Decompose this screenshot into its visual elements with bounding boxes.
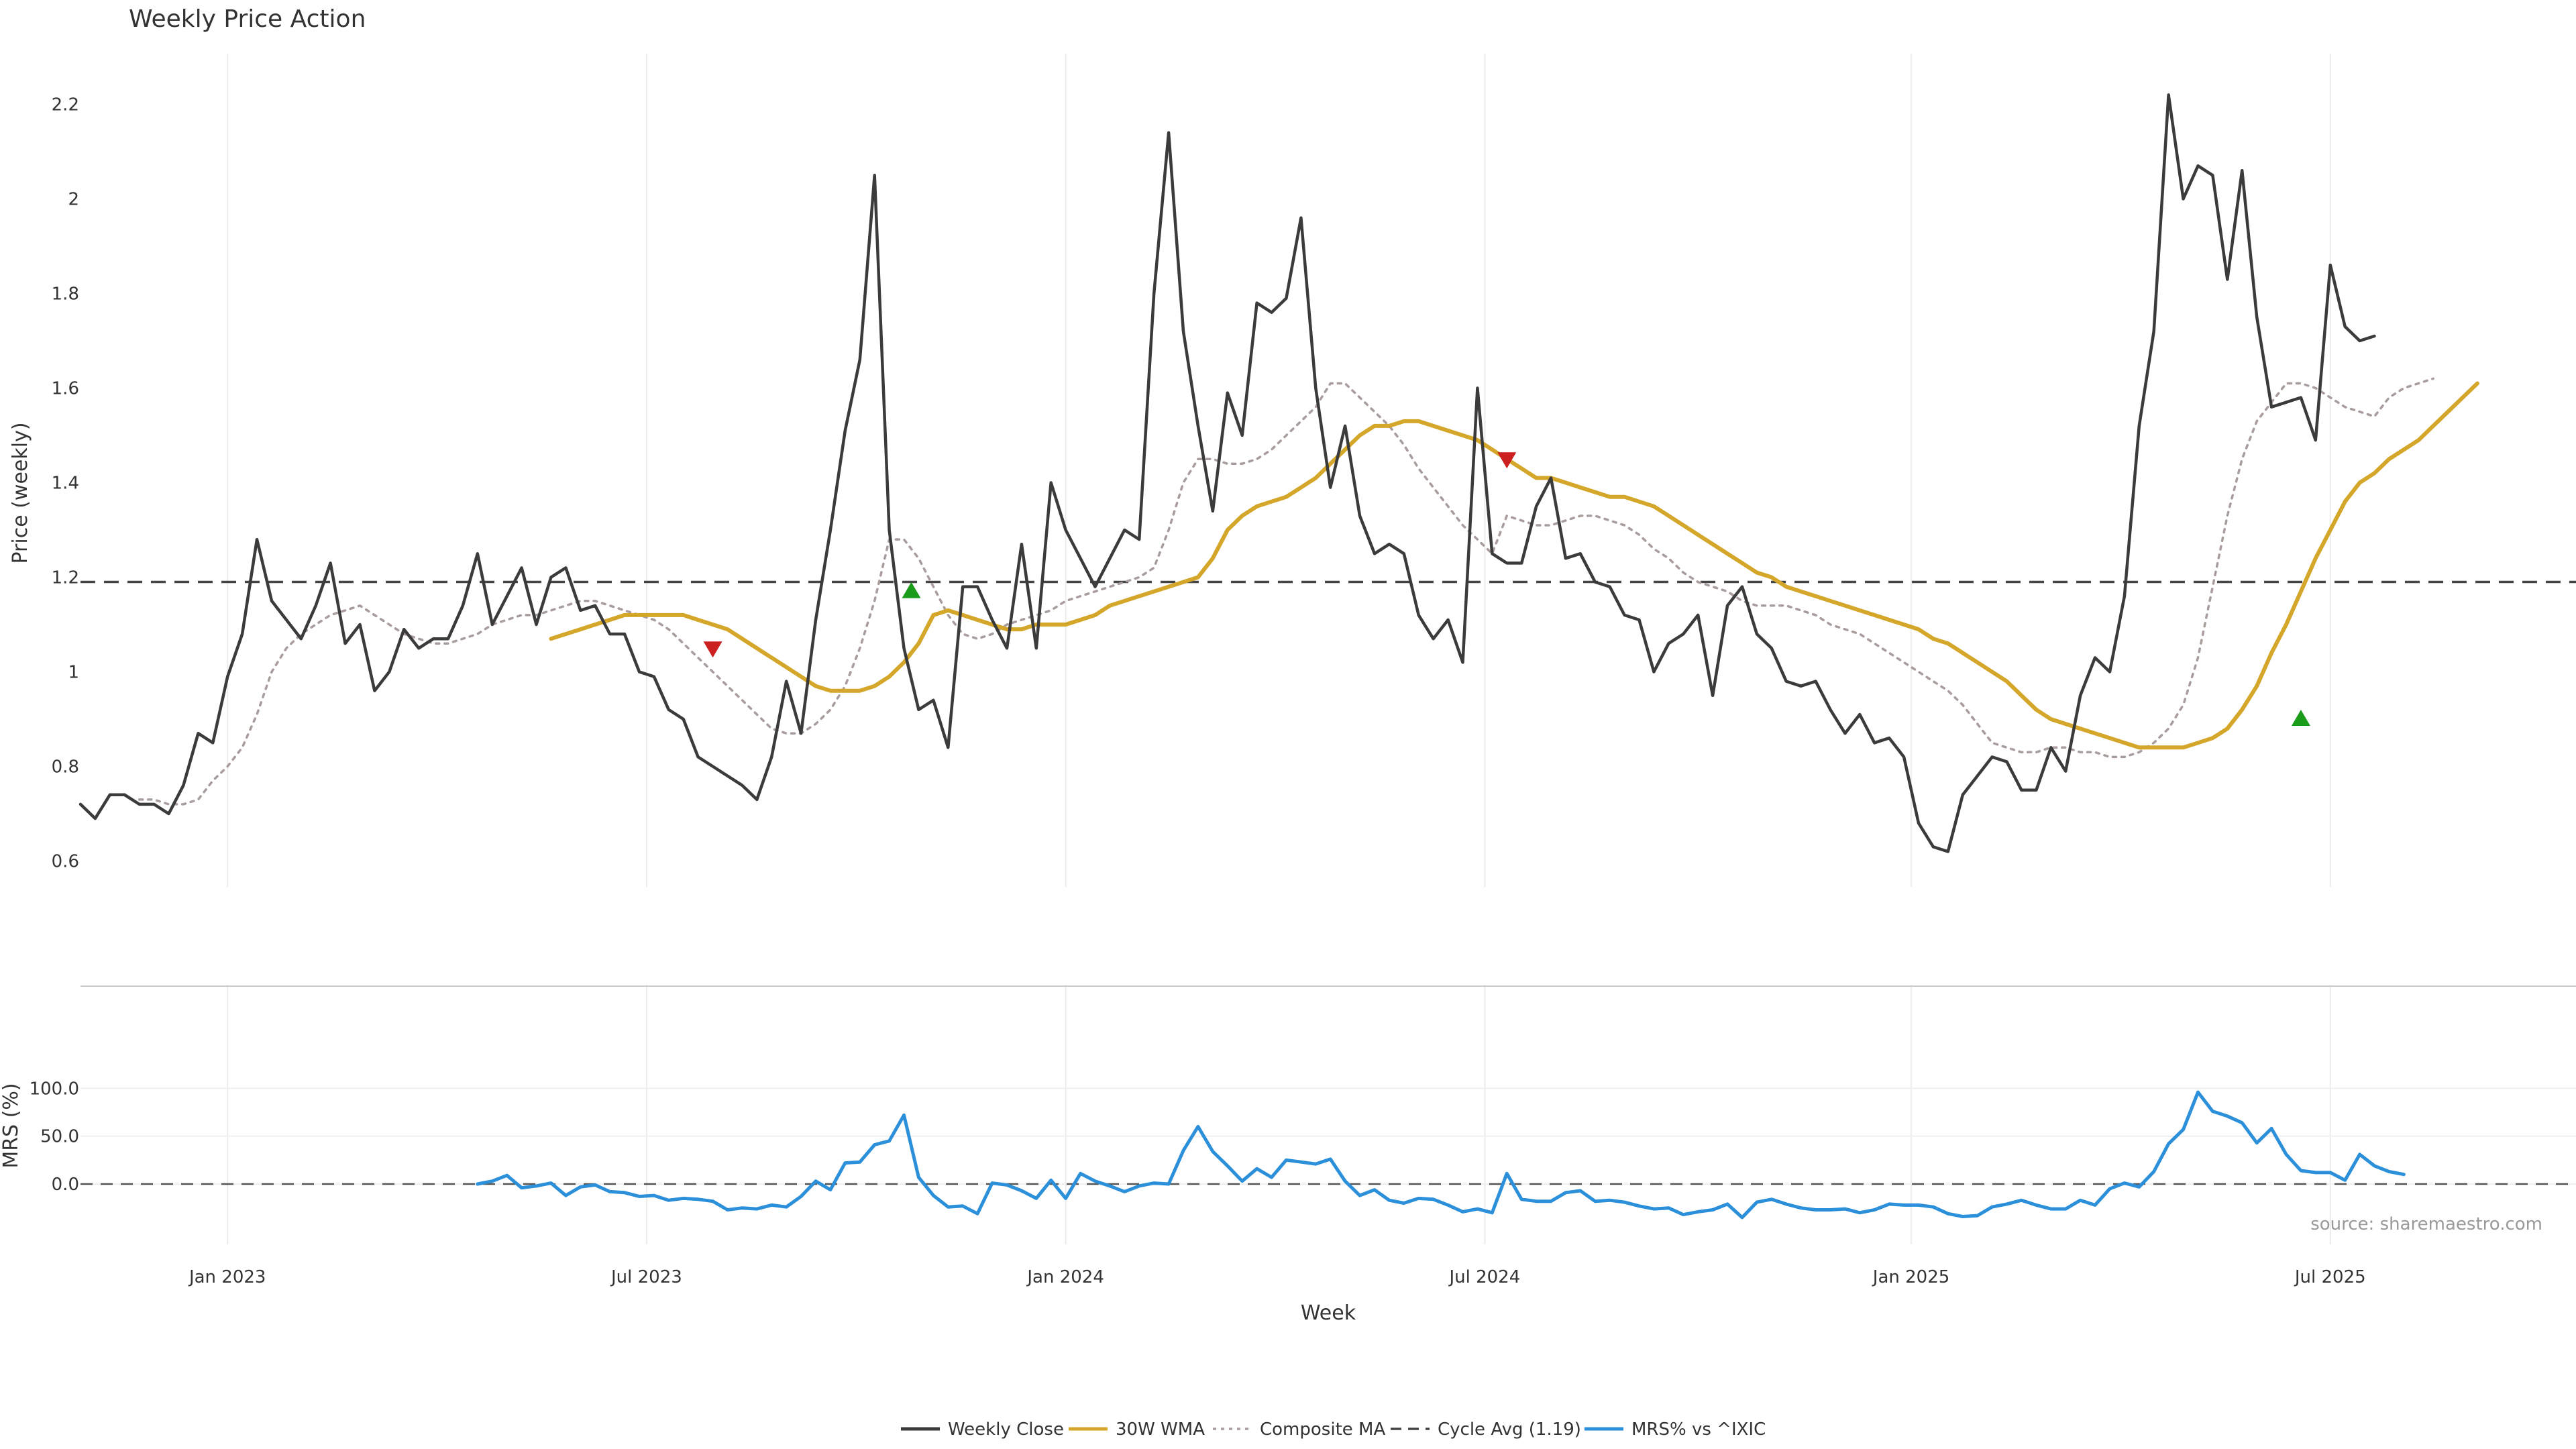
x-tick-label: Jul 2025 <box>2294 1267 2366 1287</box>
x-tick-label: Jul 2024 <box>1448 1267 1520 1287</box>
x-axis: Jan 2023 Jul 2023 Jan 2024 Jul 2024 Jan 2025… <box>188 1267 2366 1287</box>
price-y-tick-label: 0.6 <box>52 852 79 872</box>
source-note: source: sharemaestro.com <box>2310 1214 2542 1234</box>
price-y-tick-label: 1.8 <box>52 284 79 305</box>
mrs-panel: 0.0 50.0 100.0 <box>30 1079 2576 1220</box>
price-panel: 0.6 0.8 1 1.2 1.4 1.6 1.8 2 2.2 <box>52 93 2576 872</box>
series-weekly-close <box>78 93 2376 853</box>
chart-title: Weekly Price Action <box>129 5 366 33</box>
legend-label: Composite MA <box>1260 1419 1385 1440</box>
x-tick-label: Jan 2023 <box>188 1267 266 1287</box>
series-30w-wma <box>549 381 2479 750</box>
legend-label: MRS% vs ^IXIC <box>1631 1419 1766 1440</box>
price-y-tick-label: 2.2 <box>52 95 79 115</box>
x-tick-label: Jul 2023 <box>610 1267 682 1287</box>
legend-label: Weekly Close <box>948 1419 1064 1440</box>
legend-label: Cycle Avg (1.19) <box>1438 1419 1581 1440</box>
buy-signal-marker <box>902 582 921 598</box>
legend: Weekly Close 30W WMA Composite MA Cycle Avg… <box>901 1419 1766 1440</box>
series-composite-ma <box>138 377 2434 806</box>
price-y-tick-label: 0.8 <box>52 757 79 777</box>
x-tick-label: Jan 2024 <box>1026 1267 1104 1287</box>
legend-label: 30W WMA <box>1116 1419 1205 1440</box>
series-mrs-vs-ixic <box>476 1090 2406 1220</box>
buy-signal-marker <box>2291 710 2310 726</box>
x-axis-label: Week <box>1301 1301 1356 1325</box>
price-y-tick-label: 1.4 <box>52 474 79 494</box>
mrs-y-tick-label: 0.0 <box>52 1175 79 1195</box>
mrs-y-tick-label: 50.0 <box>40 1127 79 1147</box>
price-y-tick-label: 1 <box>68 663 79 683</box>
price-y-tick-label: 1.6 <box>52 379 79 399</box>
price-y-tick-label: 1.2 <box>52 568 79 588</box>
x-tick-label: Jan 2025 <box>1872 1267 1950 1287</box>
mrs-y-tick-label: 100.0 <box>30 1079 79 1099</box>
sell-signal-marker <box>703 641 722 658</box>
price-y-tick-label: 2 <box>68 190 79 210</box>
grid-lines <box>80 54 2576 1244</box>
price-y-axis-label: Price (weekly) <box>9 422 32 564</box>
mrs-y-axis-label: MRS (%) <box>0 1083 23 1168</box>
sell-signal-marker <box>1497 452 1517 469</box>
